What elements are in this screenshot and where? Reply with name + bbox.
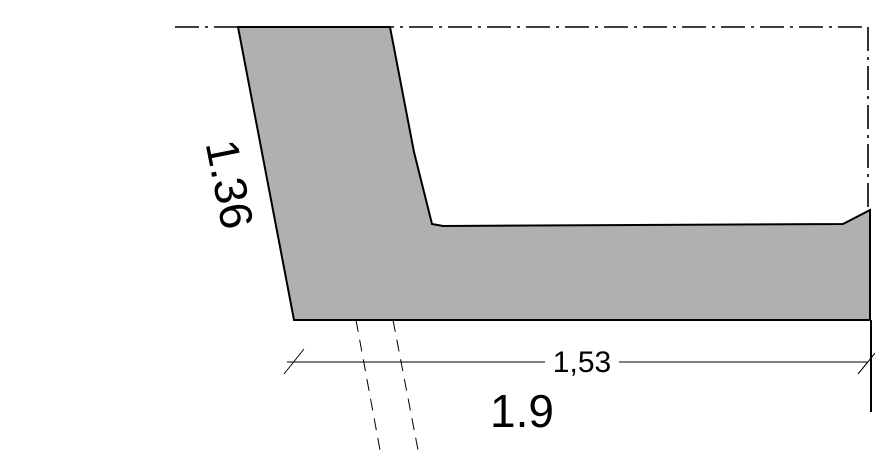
dimension-label-bottom: 1,53 bbox=[553, 346, 611, 379]
dimension-label-mask bbox=[545, 346, 619, 376]
dimension-label-slanted: 1.36 bbox=[196, 135, 264, 233]
dimension-tick-right bbox=[857, 352, 875, 375]
hidden-line-left bbox=[355, 319, 381, 451]
dimension-tick-left bbox=[283, 348, 305, 375]
wall-section-shape bbox=[236, 26, 871, 321]
dimension-label-total: 1.9 bbox=[490, 385, 554, 437]
hidden-line-right bbox=[392, 319, 419, 451]
